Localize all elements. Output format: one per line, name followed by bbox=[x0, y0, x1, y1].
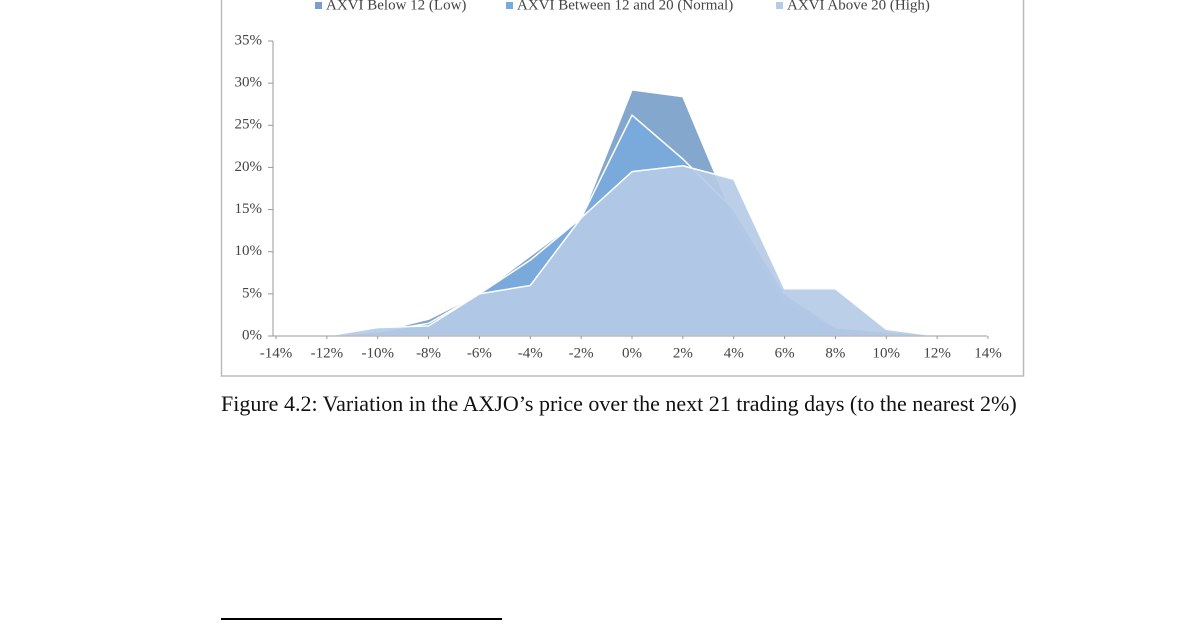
x-tick-label: 10% bbox=[873, 345, 901, 361]
chart: 0% 5% 10% 15% 20% 25% 30% 35% -14% -12% -10% -8% -6%… bbox=[220, 0, 1025, 377]
y-tick-label: 35% bbox=[235, 32, 263, 48]
legend-label: AXVI Between 12 and 20 (Normal) bbox=[517, 0, 733, 13]
y-tick-label: 10% bbox=[235, 243, 263, 259]
footnote-rule bbox=[221, 618, 502, 620]
x-tick-label: 8% bbox=[825, 345, 845, 361]
x-tick-label: 6% bbox=[775, 345, 795, 361]
x-tick-label: -12% bbox=[311, 345, 344, 361]
y-tick-label: 0% bbox=[242, 327, 262, 343]
y-tick-label: 30% bbox=[235, 75, 263, 91]
x-tick-label: -4% bbox=[518, 345, 543, 361]
legend-label: AXVI Below 12 (Low) bbox=[326, 0, 466, 13]
legend-marker bbox=[506, 2, 513, 9]
x-tick-label: -6% bbox=[467, 345, 492, 361]
y-tick-label: 5% bbox=[242, 285, 262, 301]
x-tick-label: -2% bbox=[569, 345, 594, 361]
x-tick-label: -10% bbox=[361, 345, 394, 361]
x-tick-label: -14% bbox=[260, 345, 293, 361]
chart-frame bbox=[220, 0, 1025, 377]
y-tick-label: 20% bbox=[235, 159, 263, 175]
x-tick-label: 14% bbox=[974, 345, 1002, 361]
legend-marker bbox=[776, 2, 783, 9]
x-tick-label: 0% bbox=[622, 345, 642, 361]
x-tick-label: 4% bbox=[724, 345, 744, 361]
figure-caption: Figure 4.2: Variation in the AXJO’s pric… bbox=[221, 391, 1017, 416]
legend-marker bbox=[315, 2, 322, 9]
x-tick-label: 2% bbox=[673, 345, 693, 361]
legend-label: AXVI Above 20 (High) bbox=[787, 0, 930, 13]
x-tick-label: 12% bbox=[923, 345, 951, 361]
area-series bbox=[275, 164, 989, 337]
y-tick-label: 15% bbox=[235, 201, 263, 217]
y-tick-label: 25% bbox=[235, 117, 263, 133]
x-tick-label: -8% bbox=[416, 345, 441, 361]
